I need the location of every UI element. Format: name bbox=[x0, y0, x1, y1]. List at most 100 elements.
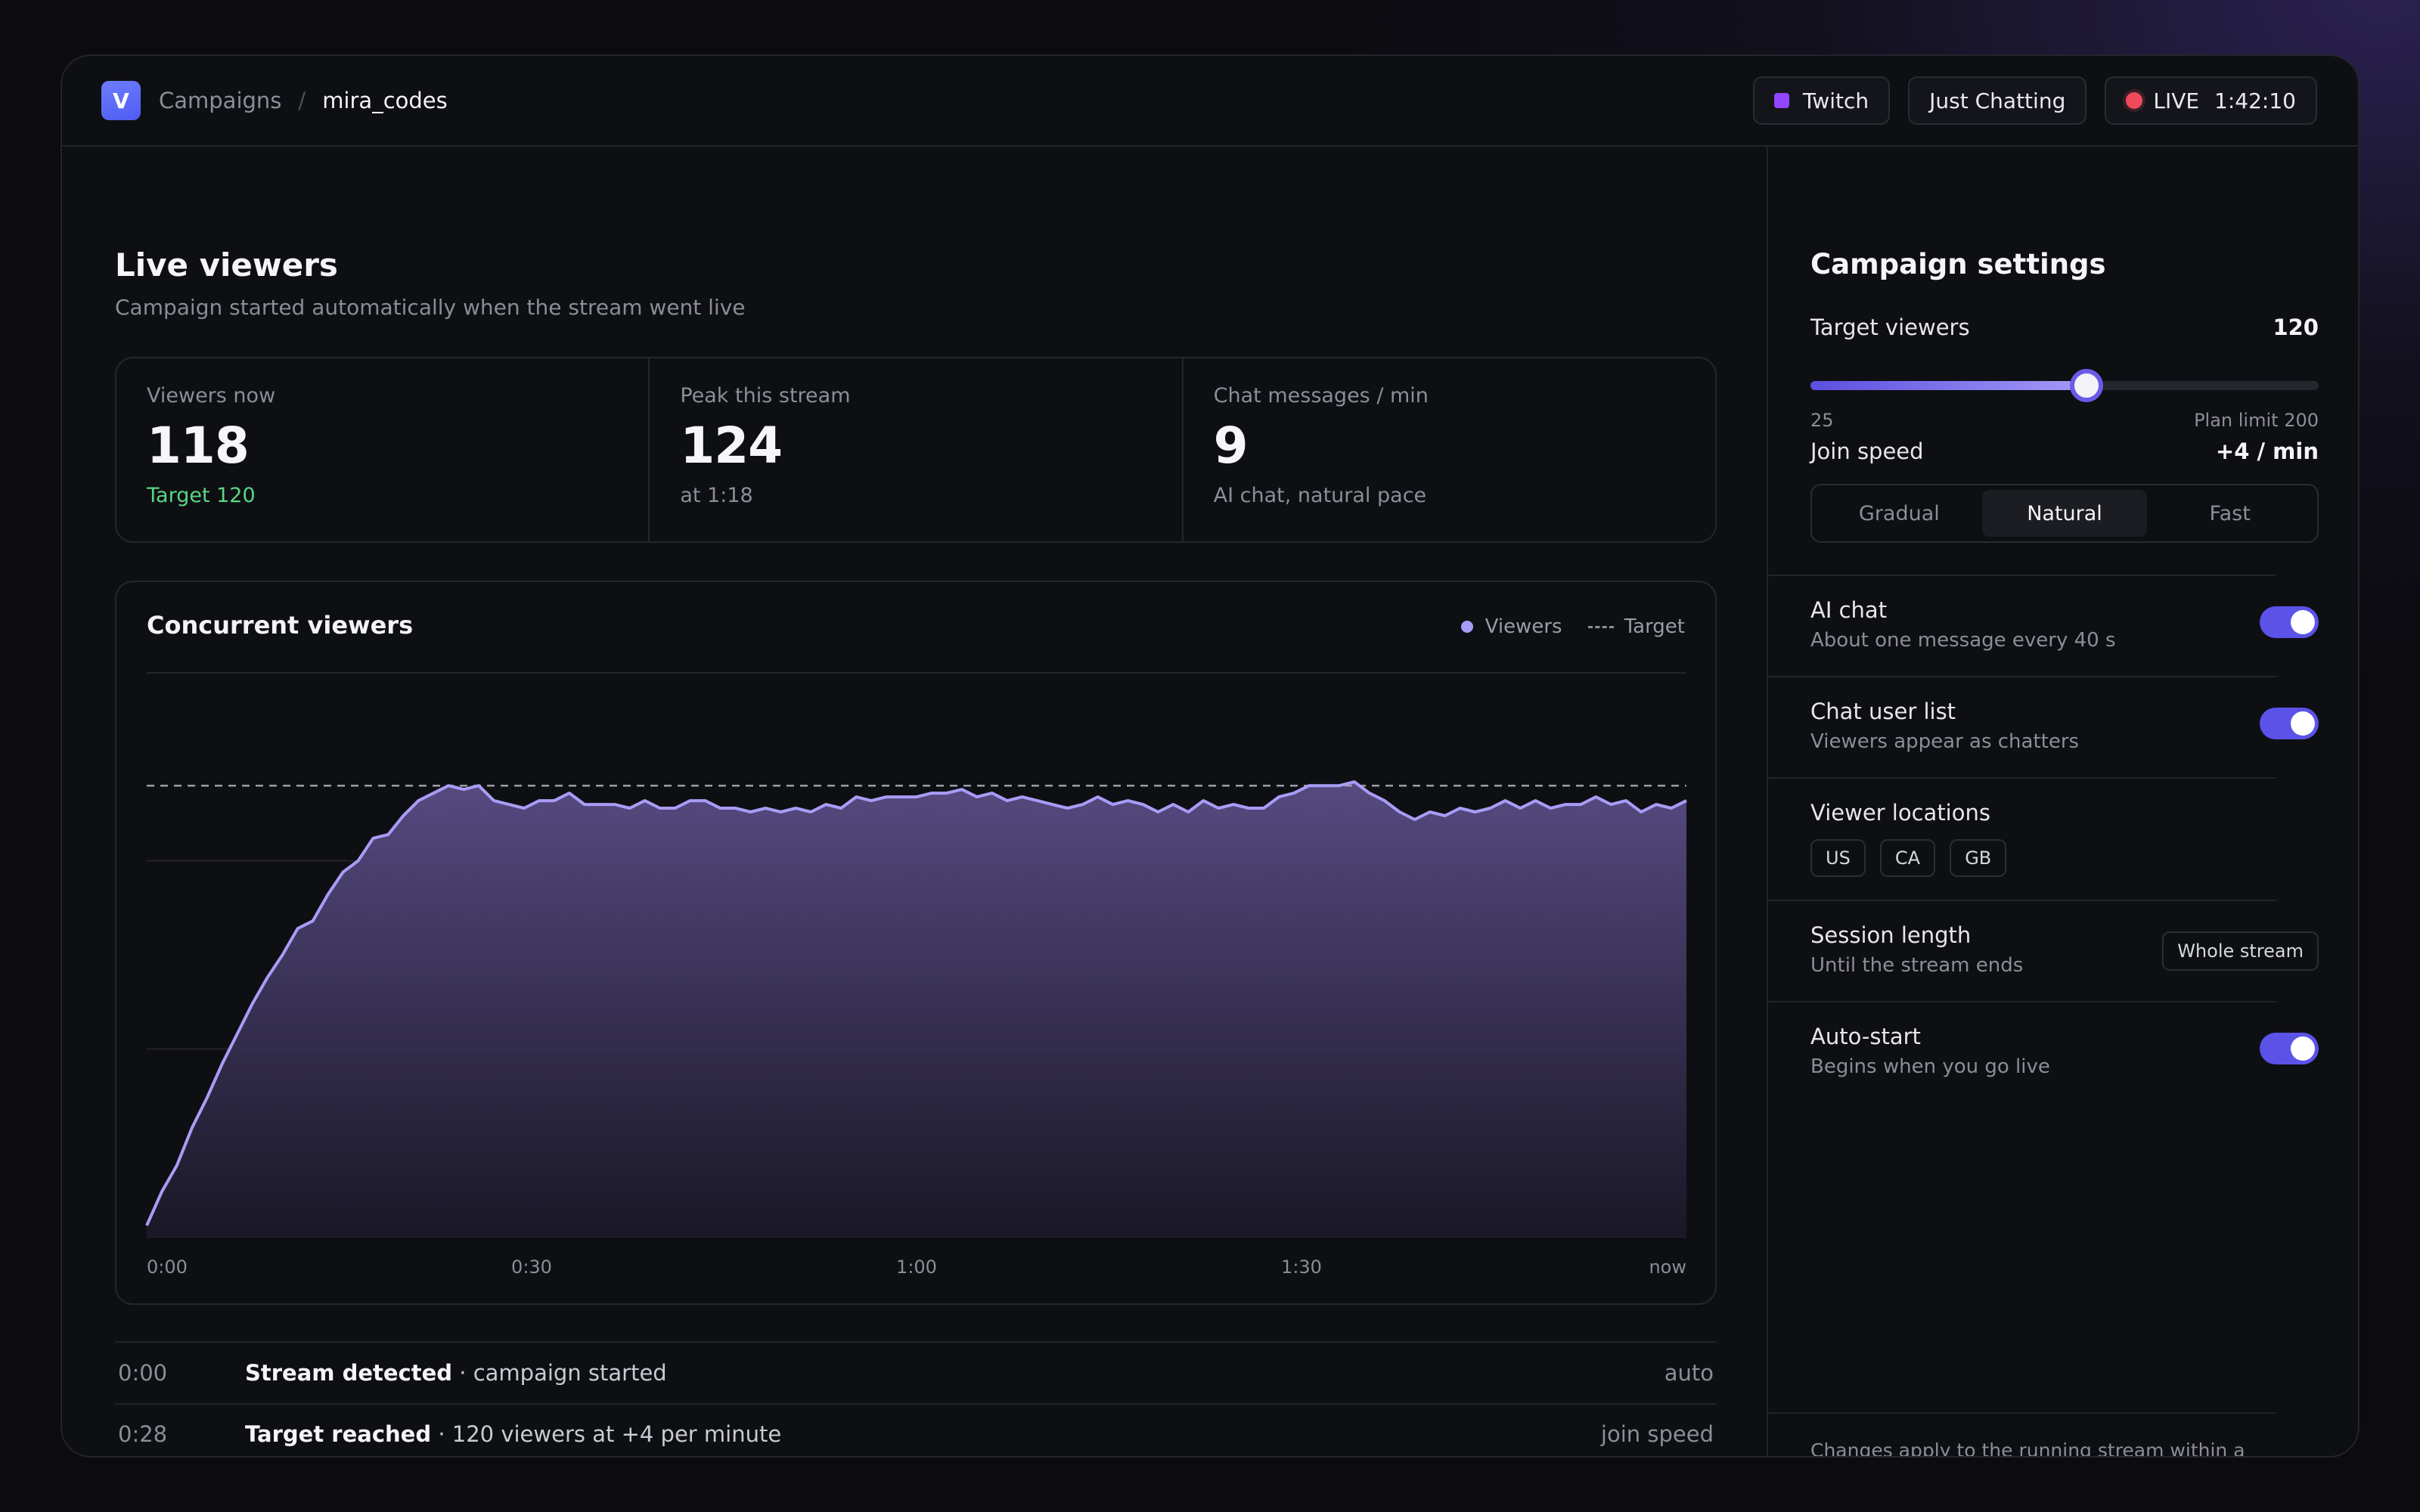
event-detail: · 120 viewers at +4 per minute bbox=[431, 1421, 782, 1447]
event-row: 0:00 Stream detected · campaign started … bbox=[115, 1341, 1717, 1403]
viewers-chart: 0:00 0:30 1:00 1:30 now bbox=[145, 672, 1687, 1278]
legend-target-swatch bbox=[1587, 625, 1614, 628]
stat-label: Viewers now bbox=[147, 384, 276, 407]
location-chip-ca[interactable]: CA bbox=[1879, 839, 1936, 877]
category-chip[interactable]: Just Chatting bbox=[1908, 76, 2087, 125]
live-label: LIVE bbox=[2153, 88, 2200, 113]
slider-thumb[interactable] bbox=[2069, 369, 2103, 402]
stat-viewers-now: Viewers now 118 Target 120 bbox=[116, 358, 650, 541]
platform-label: Twitch bbox=[1802, 88, 1869, 113]
divider bbox=[1768, 1412, 2276, 1414]
join-speed-segmented: Gradual Natural Fast bbox=[1810, 484, 2319, 543]
app-window: V Campaigns / mira_codes Twitch Just Cha… bbox=[60, 54, 2360, 1458]
event-tag: join speed bbox=[1600, 1421, 1714, 1447]
stat-label: Chat messages / min bbox=[1213, 384, 1429, 407]
join-speed-label: Join speed bbox=[1810, 438, 1924, 464]
category-label: Just Chatting bbox=[1929, 88, 2066, 113]
viewers-chart-card: Concurrent viewers Viewers Target 0:00 0:… bbox=[115, 581, 1717, 1305]
page-title: Live viewers bbox=[115, 246, 338, 284]
session-length-label: Session length bbox=[1810, 922, 1972, 948]
target-viewers-slider[interactable] bbox=[1810, 369, 2319, 402]
session-length-setting: Session length Until the stream ends Who… bbox=[1810, 922, 2319, 990]
ai-chat-toggle[interactable] bbox=[2260, 606, 2319, 638]
toggle-knob bbox=[2291, 1036, 2315, 1061]
user-list-setting: Chat user list Viewers appear as chatter… bbox=[1810, 699, 2319, 767]
divider bbox=[1768, 676, 2276, 677]
stat-chat-rate: Chat messages / min 9 AI chat, natural p… bbox=[1184, 358, 1715, 541]
user-list-sub: Viewers appear as chatters bbox=[1810, 730, 2080, 753]
location-chips: US CA GB bbox=[1810, 839, 2319, 877]
x-tick-label: 0:00 bbox=[147, 1256, 188, 1278]
twitch-icon bbox=[1773, 93, 1789, 108]
event-title: Stream detected bbox=[245, 1360, 453, 1386]
x-tick-label: now bbox=[1649, 1256, 1686, 1278]
join-speed-natural[interactable]: Natural bbox=[1981, 490, 2148, 537]
viewer-locations-setting: Viewer locations US CA GB bbox=[1810, 800, 2319, 891]
breadcrumb-separator: / bbox=[298, 88, 306, 113]
target-viewers-setting: Target viewers 120 25 Plan limit 200 bbox=[1810, 314, 2319, 435]
user-list-toggle[interactable] bbox=[2260, 708, 2319, 739]
auto-start-toggle[interactable] bbox=[2260, 1033, 2319, 1064]
divider bbox=[1768, 777, 2276, 779]
stat-value: 9 bbox=[1213, 417, 1249, 475]
target-viewers-value: 120 bbox=[2273, 314, 2319, 340]
stat-label: Peak this stream bbox=[680, 384, 851, 407]
app-logo[interactable]: V bbox=[101, 81, 141, 120]
chart-title: Concurrent viewers bbox=[147, 611, 414, 640]
settings-footnote: Changes apply to the running stream with… bbox=[1810, 1439, 2245, 1458]
viewer-locations-label: Viewer locations bbox=[1810, 800, 1990, 826]
stat-value: 124 bbox=[680, 417, 783, 475]
auto-start-label: Auto-start bbox=[1810, 1024, 1921, 1049]
divider bbox=[1768, 900, 2276, 901]
settings-sidebar: Campaign settings Target viewers 120 25 … bbox=[1767, 147, 2358, 1458]
x-tick-label: 1:00 bbox=[896, 1256, 937, 1278]
event-time: 0:00 bbox=[118, 1360, 168, 1386]
divider bbox=[1768, 1001, 2276, 1002]
event-log: 0:00 Stream detected · campaign started … bbox=[115, 1341, 1717, 1456]
event-detail: · campaign started bbox=[452, 1360, 667, 1386]
event-tag: auto bbox=[1664, 1360, 1714, 1386]
auto-start-setting: Auto-start Begins when you go live bbox=[1810, 1024, 2319, 1092]
page-subtitle: Campaign started automatically when the … bbox=[115, 295, 746, 320]
breadcrumb-campaigns[interactable]: Campaigns bbox=[159, 88, 282, 113]
viewers-line bbox=[145, 780, 1687, 1226]
location-chip-us[interactable]: US bbox=[1810, 839, 1866, 877]
legend-target-label: Target bbox=[1624, 615, 1685, 638]
viewers-area bbox=[147, 782, 1686, 1237]
ai-chat-setting: AI chat About one message every 40 s bbox=[1810, 597, 2319, 665]
event-row: 0:28 Target reached · 120 viewers at +4 … bbox=[115, 1403, 1717, 1456]
stat-note: Target 120 bbox=[147, 484, 256, 507]
ai-chat-label: AI chat bbox=[1810, 597, 1888, 623]
live-dot-icon bbox=[2126, 92, 2143, 109]
legend-viewers-swatch bbox=[1460, 621, 1473, 633]
session-length-select[interactable]: Whole stream bbox=[2162, 931, 2319, 971]
join-speed-fast[interactable]: Fast bbox=[2209, 501, 2251, 525]
ai-chat-sub: About one message every 40 s bbox=[1810, 629, 2116, 652]
x-tick-label: 1:30 bbox=[1281, 1256, 1322, 1278]
location-chip-gb[interactable]: GB bbox=[1950, 839, 2007, 877]
settings-title: Campaign settings bbox=[1810, 248, 2106, 280]
top-bar: V Campaigns / mira_codes Twitch Just Cha… bbox=[62, 56, 2358, 147]
live-timer: 1:42:10 bbox=[2214, 88, 2296, 113]
live-status-chip: LIVE 1:42:10 bbox=[2105, 76, 2317, 125]
stat-peak: Peak this stream 124 at 1:18 bbox=[650, 358, 1184, 541]
join-speed-setting: Join speed +4 / min Gradual Natural Fast bbox=[1810, 438, 2319, 552]
platform-chip[interactable]: Twitch bbox=[1752, 76, 1891, 125]
toggle-knob bbox=[2291, 711, 2315, 736]
slider-max-label: Plan limit 200 bbox=[2194, 410, 2319, 431]
stats-row: Viewers now 118 Target 120 Peak this str… bbox=[115, 357, 1717, 543]
toggle-knob bbox=[2291, 610, 2315, 634]
event-title: Target reached bbox=[245, 1421, 432, 1447]
x-tick-label: 0:30 bbox=[511, 1256, 552, 1278]
event-time: 0:28 bbox=[118, 1421, 168, 1447]
breadcrumb-current: mira_codes bbox=[322, 88, 448, 113]
session-length-sub: Until the stream ends bbox=[1810, 954, 2024, 977]
join-speed-value: +4 / min bbox=[2215, 438, 2319, 464]
stat-value: 118 bbox=[147, 417, 250, 475]
divider bbox=[1768, 575, 2276, 576]
user-list-label: Chat user list bbox=[1810, 699, 1956, 724]
join-speed-gradual[interactable]: Gradual bbox=[1858, 501, 1940, 525]
slider-fill bbox=[1810, 381, 2086, 390]
chart-legend: Viewers Target bbox=[1460, 615, 1685, 638]
target-viewers-label: Target viewers bbox=[1810, 314, 1970, 340]
